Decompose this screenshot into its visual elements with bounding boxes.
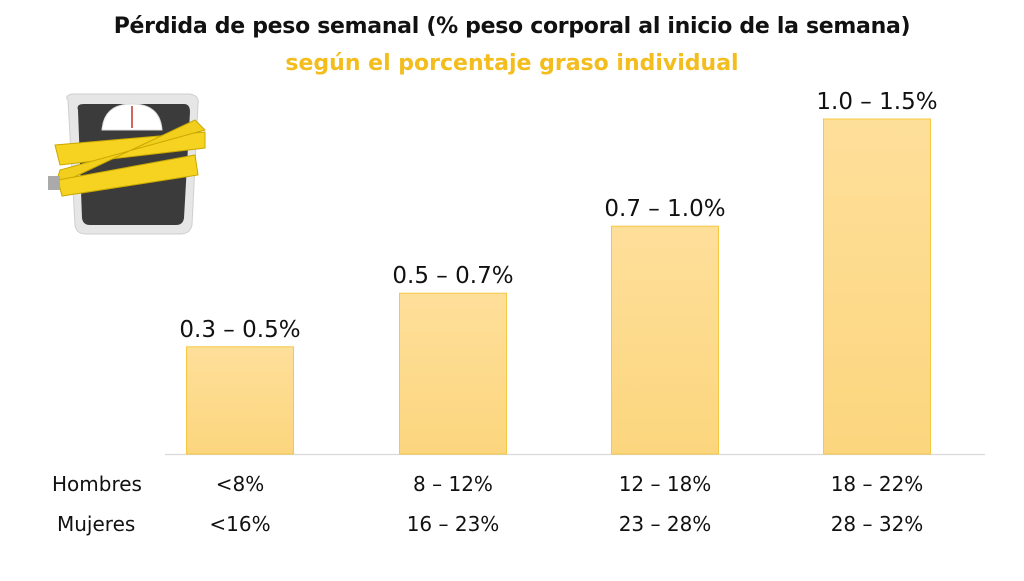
data-label-2: 0.5 – 0.7% (392, 263, 513, 289)
data-label-3: 0.7 – 1.0% (604, 196, 725, 222)
chart-title: Pérdida de peso semanal (% peso corporal… (113, 14, 911, 39)
bathroom-scale-with-measuring-tape-icon (48, 93, 206, 235)
bar-4 (823, 118, 931, 455)
chart-subtitle: según el porcentaje graso individual (285, 51, 739, 76)
row-label-hombres: Hombres (52, 472, 142, 496)
category-label-hombres-4: 18 – 22% (831, 472, 924, 496)
row-label-mujeres: Mujeres (57, 512, 135, 536)
data-label-1: 0.3 – 0.5% (179, 317, 300, 343)
bar-3 (611, 225, 719, 455)
category-label-hombres-2: 8 – 12% (413, 472, 493, 496)
category-label-hombres-1: <8% (216, 472, 265, 496)
category-label-mujeres-4: 28 – 32% (831, 512, 924, 536)
category-label-hombres-3: 12 – 18% (619, 472, 712, 496)
data-label-4: 1.0 – 1.5% (816, 89, 937, 115)
category-label-mujeres-3: 23 – 28% (619, 512, 712, 536)
bar-2 (399, 292, 507, 455)
category-label-mujeres-2: 16 – 23% (407, 512, 500, 536)
bar-1 (186, 346, 294, 455)
category-label-mujeres-1: <16% (209, 512, 270, 536)
